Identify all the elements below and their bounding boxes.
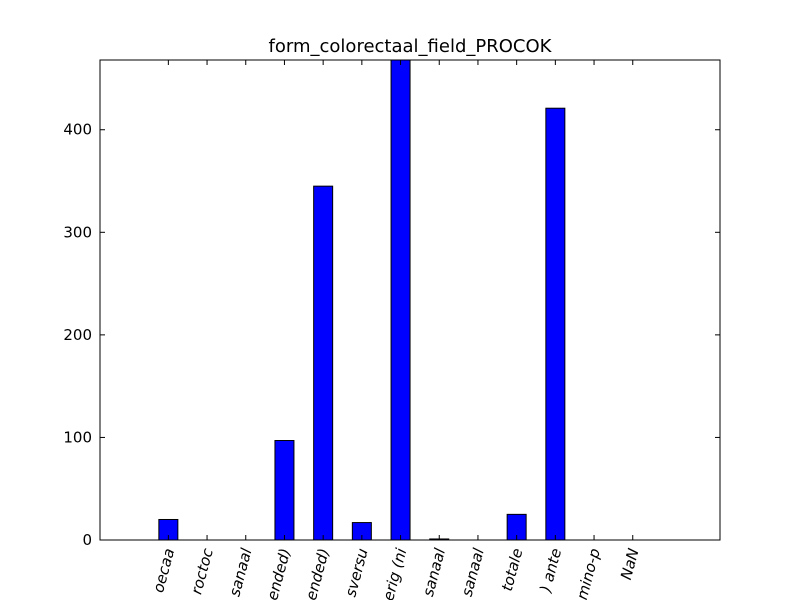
y-tick-label: 300	[63, 223, 92, 241]
y-tick-label: 200	[63, 326, 92, 344]
x-tick-label: totale	[498, 546, 527, 593]
bar	[313, 185, 334, 541]
x-tick-label: oecaa	[149, 546, 178, 594]
y-tick-label: 400	[63, 121, 92, 139]
x-tick-label: sanaal	[458, 546, 488, 599]
axes-frame	[99, 59, 721, 541]
x-tick-label: sversu	[342, 546, 372, 598]
bar	[545, 107, 566, 541]
chart-title: form_colorectaal_field_PROCOK	[269, 36, 553, 57]
bar	[390, 59, 411, 541]
x-tick-label: mino-p	[573, 546, 604, 600]
x-tick-label: sanaal	[226, 546, 256, 599]
x-tick-label: erig (ni	[379, 546, 410, 600]
x-tick-label: ) ante	[536, 546, 565, 595]
x-tick-label: ended)	[302, 546, 333, 600]
y-tick-label: 0	[82, 531, 92, 549]
x-tick-label: sanaal	[419, 546, 449, 599]
bar	[274, 440, 295, 541]
y-tick-label: 100	[63, 428, 92, 446]
x-tick-label: roctoc	[187, 546, 217, 597]
x-tick-label: NaN	[617, 546, 643, 581]
x-tick-label: ended)	[263, 546, 294, 600]
